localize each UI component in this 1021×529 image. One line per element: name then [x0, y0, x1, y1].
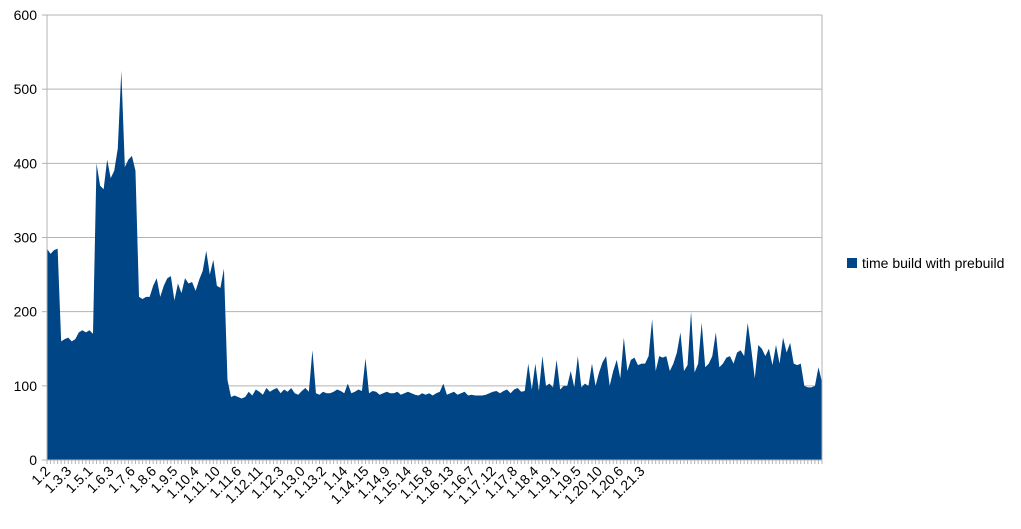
- y-tick-label: 400: [14, 155, 38, 171]
- y-tick-label: 600: [14, 7, 38, 23]
- series-area-time-build-with-prebuild: [47, 70, 822, 460]
- y-tick-label: 500: [14, 81, 38, 97]
- y-tick-label: 100: [14, 378, 38, 394]
- axes: [42, 14, 823, 464]
- y-tick-label: 200: [14, 304, 38, 320]
- series-area-layer: [47, 70, 822, 460]
- legend: time build with prebuild: [847, 255, 1004, 271]
- legend-swatch: [847, 258, 857, 268]
- legend-label-series: time build with prebuild: [862, 255, 1004, 271]
- y-tick-labels: 0 100 200 300 400 500 600: [14, 7, 38, 468]
- x-tick-labels: 1.21.3.31.5.11.6.31.7.61.8.61.9.51.10.41…: [28, 463, 648, 507]
- y-tick-label: 0: [29, 452, 37, 468]
- y-tick-label: 300: [14, 230, 38, 246]
